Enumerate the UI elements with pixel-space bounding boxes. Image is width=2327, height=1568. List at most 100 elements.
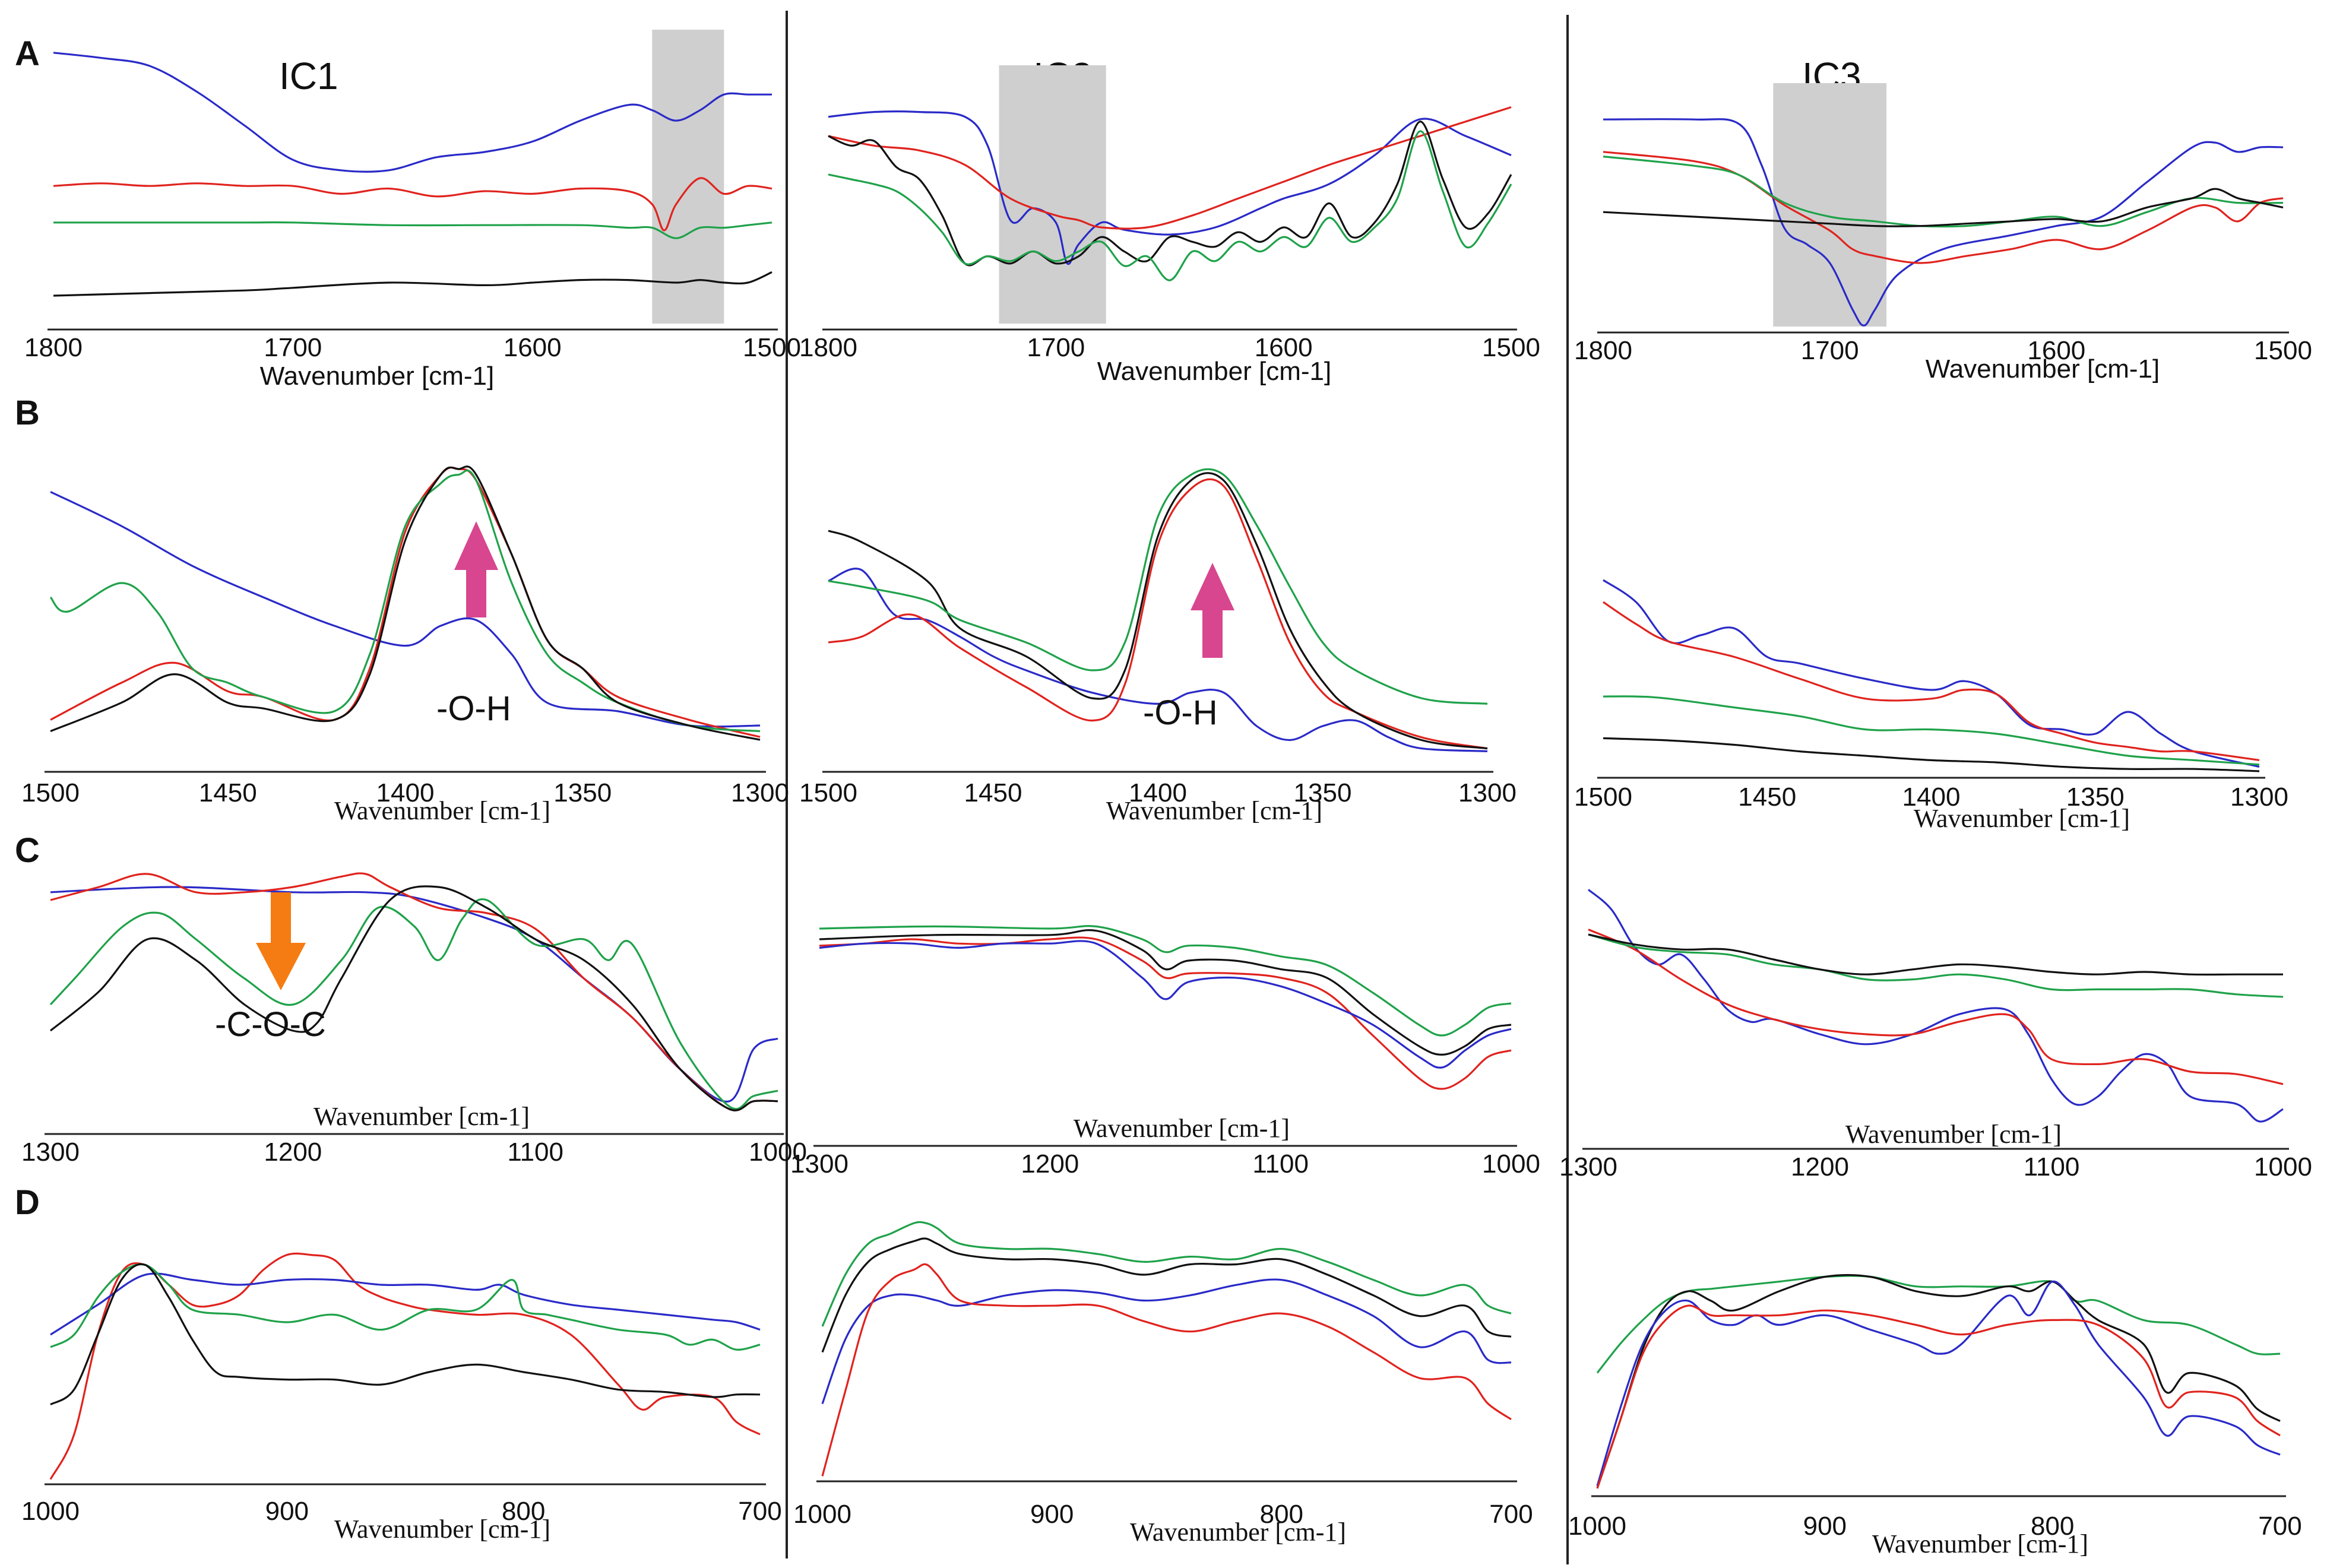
x-tick-label: 1700: [264, 333, 322, 362]
series-line-black: [819, 929, 1512, 1056]
series-line-black: [1603, 188, 2284, 227]
x-tick-label: 1200: [1021, 1149, 1079, 1179]
x-tick-label: 1500: [743, 333, 801, 362]
x-axis-title: Wavenumber [cm-1]: [1914, 804, 2130, 833]
column-title-ic1: IC1: [279, 55, 338, 97]
series-line-green: [49, 898, 778, 1110]
series-line-green: [821, 1221, 1512, 1327]
series-line-green: [819, 925, 1512, 1037]
x-tick-label: 1200: [1791, 1152, 1849, 1181]
highlight-band: [652, 30, 724, 324]
x-tick-label: 1300: [731, 778, 789, 807]
row-label-a: A: [15, 34, 40, 73]
panel-d2: 1000 900 800 700 Wavenumber [cm-1]: [793, 1221, 1533, 1547]
x-tick-label: 1000: [21, 1497, 80, 1526]
series-line-black: [50, 465, 761, 741]
x-axis-title: Wavenumber [cm-1]: [1097, 357, 1331, 386]
x-tick-label: 1000: [749, 1138, 807, 1167]
panel-c1: 1300 1200 1100 1000 Wavenumber [cm-1]: [21, 872, 807, 1167]
up-arrow-icon: [1191, 563, 1234, 658]
x-axis-title: Wavenumber [cm-1]: [334, 796, 550, 825]
x-tick-label: 900: [1030, 1500, 1074, 1529]
x-tick-label: 1350: [1294, 778, 1352, 807]
series-line-red: [828, 106, 1512, 230]
panel-a1: 1800 1700 1600 1500 Wavenumber [cm-1]: [24, 30, 801, 391]
x-tick-label: 1600: [1255, 333, 1313, 362]
series-line-green: [49, 469, 761, 733]
x-tick-label: 1800: [799, 333, 857, 362]
series-line-green: [1603, 695, 2260, 766]
row-label-b: B: [15, 394, 40, 432]
series-line-red: [1588, 929, 2284, 1085]
x-tick-label: 1000: [1482, 1149, 1540, 1179]
panel-d1: 1000 900 800 700 Wavenumber [cm-1]: [21, 1252, 782, 1544]
series-line-black: [49, 885, 778, 1111]
x-axis-title: Wavenumber [cm-1]: [260, 362, 494, 391]
series-line-blue: [1603, 579, 2260, 768]
x-axis-title: Wavenumber [cm-1]: [314, 1102, 530, 1131]
series-line-green: [828, 130, 1512, 281]
x-tick-label: 800: [2031, 1512, 2074, 1541]
highlight-band: [999, 65, 1106, 324]
panel-d3: 1000 900 800 700 Wavenumber [cm-1]: [1568, 1274, 2302, 1559]
x-tick-label: 800: [1260, 1500, 1303, 1529]
x-tick-label: 1450: [964, 778, 1022, 807]
panel-b1: 1500 1450 1400 1350 1300 Wavenumber [cm-1]: [21, 465, 789, 825]
row-label-d: D: [15, 1183, 40, 1222]
x-axis-title: Wavenumber [cm-1]: [334, 1515, 550, 1544]
x-tick-label: 1400: [1129, 778, 1187, 807]
x-tick-label: 1200: [264, 1138, 322, 1167]
oh-label-ic1: -O-H: [436, 689, 511, 728]
series-line-black: [1603, 737, 2260, 772]
x-tick-label: 1000: [2254, 1152, 2312, 1181]
x-tick-label: 1700: [1801, 336, 1859, 365]
x-tick-label: 1450: [1738, 783, 1796, 812]
series-line-black: [53, 271, 772, 297]
x-axis-title: Wavenumber [cm-1]: [1845, 1120, 2062, 1149]
series-line-blue: [819, 940, 1512, 1069]
series-line-black: [828, 472, 1488, 750]
series-line-blue: [50, 490, 761, 728]
series-line-blue: [1603, 118, 2284, 327]
series-line-red: [53, 177, 772, 232]
x-axis-title: Wavenumber [cm-1]: [1106, 796, 1322, 825]
x-tick-label: 900: [265, 1497, 309, 1526]
x-tick-label: 700: [2258, 1512, 2301, 1541]
x-tick-label: 1800: [24, 333, 83, 362]
series-line-blue: [53, 52, 772, 173]
x-tick-label: 1600: [2027, 336, 2085, 365]
coc-label-ic1: -C-O-C: [215, 1005, 326, 1044]
x-tick-label: 1400: [1902, 783, 1961, 812]
series-line-blue: [821, 1278, 1512, 1405]
highlight-band: [1773, 83, 1887, 327]
x-tick-label: 1500: [2254, 336, 2312, 365]
panel-c3: 1300 1200 1100 1000 Wavenumber [cm-1]: [1559, 889, 2312, 1181]
x-tick-label: 1300: [21, 1138, 80, 1167]
x-tick-label: 1350: [2066, 783, 2125, 812]
x-tick-label: 1500: [21, 778, 80, 807]
x-tick-label: 1400: [376, 778, 435, 807]
series-line-red: [50, 467, 761, 738]
series-line-red: [49, 1252, 761, 1480]
annotation-coc-ic1: -C-O-C: [215, 892, 326, 1044]
x-tick-label: 1100: [2024, 1152, 2080, 1181]
x-tick-label: 1300: [1559, 1152, 1617, 1181]
x-tick-label: 1450: [199, 778, 257, 807]
x-tick-label: 1000: [793, 1500, 851, 1529]
x-tick-label: 1000: [1568, 1512, 1626, 1541]
x-tick-label: 1300: [2230, 783, 2288, 812]
row-label-c: C: [15, 831, 40, 870]
series-line-blue: [828, 110, 1512, 265]
series-line-red: [1596, 1304, 2281, 1489]
x-tick-label: 1500: [799, 778, 857, 807]
series-line-green: [53, 221, 772, 239]
annotation-oh-ic2: -O-H: [1143, 563, 1234, 732]
series-line-blue: [1596, 1280, 2281, 1487]
panel-c2: 1300 1200 1100 1000 Wavenumber [cm-1]: [790, 925, 1540, 1179]
x-tick-label: 1100: [507, 1138, 563, 1167]
series-line-red: [828, 478, 1488, 750]
panel-b2: 1500 1450 1400 1350 1300 Wavenumber [cm-1]: [799, 468, 1516, 825]
x-tick-label: 1300: [1458, 778, 1516, 807]
annotation-oh-ic1: -O-H: [436, 521, 511, 728]
